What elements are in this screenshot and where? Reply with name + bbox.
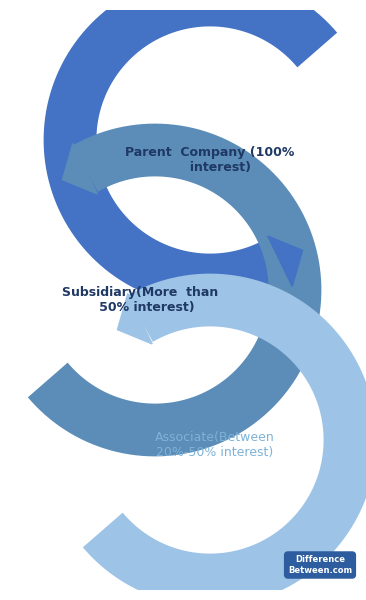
Text: Parent  Company (100%
     interest): Parent Company (100% interest) [125, 146, 295, 174]
Text: Difference
Between.com: Difference Between.com [288, 556, 352, 575]
Text: Associate(Between
20%-50% interest): Associate(Between 20%-50% interest) [155, 431, 275, 459]
Polygon shape [268, 236, 302, 286]
Polygon shape [117, 293, 152, 344]
Text: Subsidiary(More  than
   50% interest): Subsidiary(More than 50% interest) [62, 286, 218, 314]
Polygon shape [63, 143, 97, 194]
